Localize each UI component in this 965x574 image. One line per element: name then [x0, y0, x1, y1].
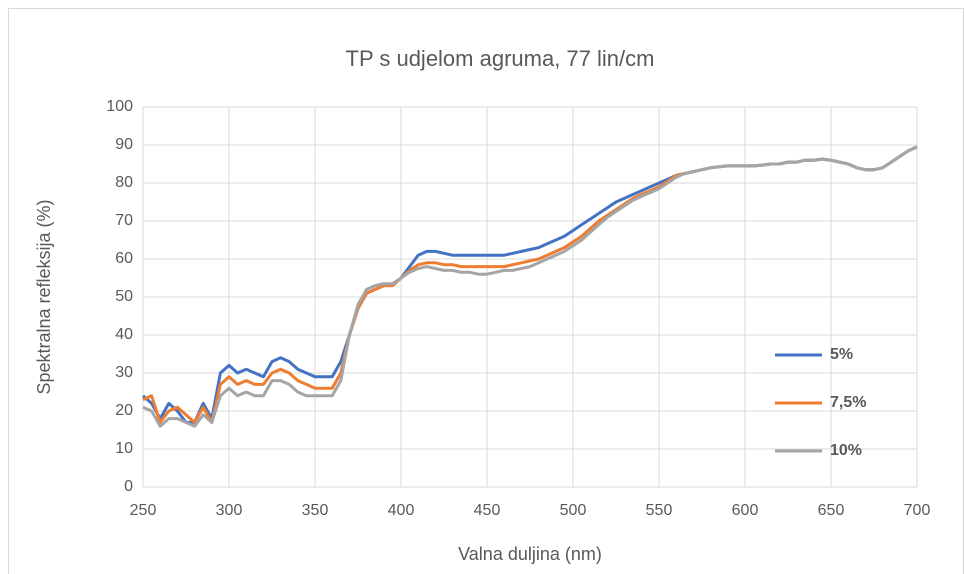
x-tick-label: 550	[646, 502, 673, 519]
y-tick-label: 60	[115, 250, 133, 267]
chart-border	[8, 8, 964, 574]
y-tick-label: 10	[115, 440, 133, 457]
y-tick-label: 80	[115, 174, 133, 191]
chart-title: TP s udjelom agruma, 77 lin/cm	[346, 46, 655, 71]
x-tick-label: 700	[904, 502, 931, 519]
x-tick-label: 300	[216, 502, 243, 519]
y-tick-label: 40	[115, 326, 133, 343]
legend-label: 10%	[830, 442, 862, 459]
x-tick-label: 400	[388, 502, 415, 519]
y-tick-label: 20	[115, 402, 133, 419]
y-axis-label: Spektralna refleksija (%)	[34, 199, 54, 394]
x-axis-label: Valna duljina (nm)	[458, 544, 602, 564]
x-tick-label: 250	[130, 502, 157, 519]
series-line	[142, 145, 918, 428]
y-tick-label: 30	[115, 364, 133, 381]
x-tick-label: 500	[560, 502, 587, 519]
y-tick-label: 50	[115, 288, 133, 305]
x-tick-label: 600	[732, 502, 759, 519]
x-tick-label: 650	[818, 502, 845, 519]
x-tick-label: 450	[474, 502, 501, 519]
y-tick-label: 100	[106, 98, 133, 115]
y-tick-label: 90	[115, 136, 133, 153]
legend-label: 7,5%	[830, 394, 866, 411]
x-tick-label: 350	[302, 502, 329, 519]
y-tick-label: 70	[115, 212, 133, 229]
y-tick-label: 0	[124, 478, 133, 495]
legend-label: 5%	[830, 346, 853, 363]
